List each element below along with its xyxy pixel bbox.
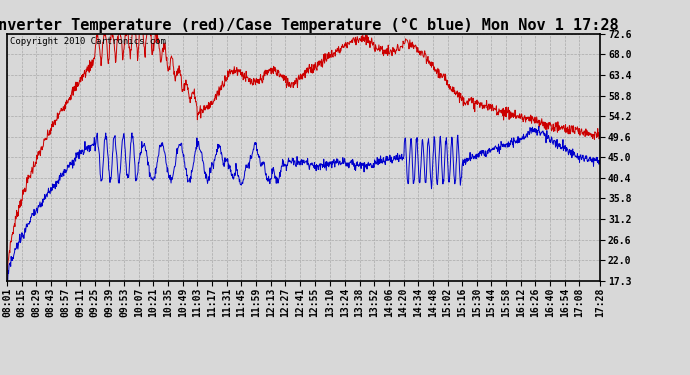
Title: Inverter Temperature (red)/Case Temperature (°C blue) Mon Nov 1 17:28: Inverter Temperature (red)/Case Temperat…	[0, 17, 618, 33]
Text: Copyright 2010 Cartronics.com: Copyright 2010 Cartronics.com	[10, 38, 166, 46]
